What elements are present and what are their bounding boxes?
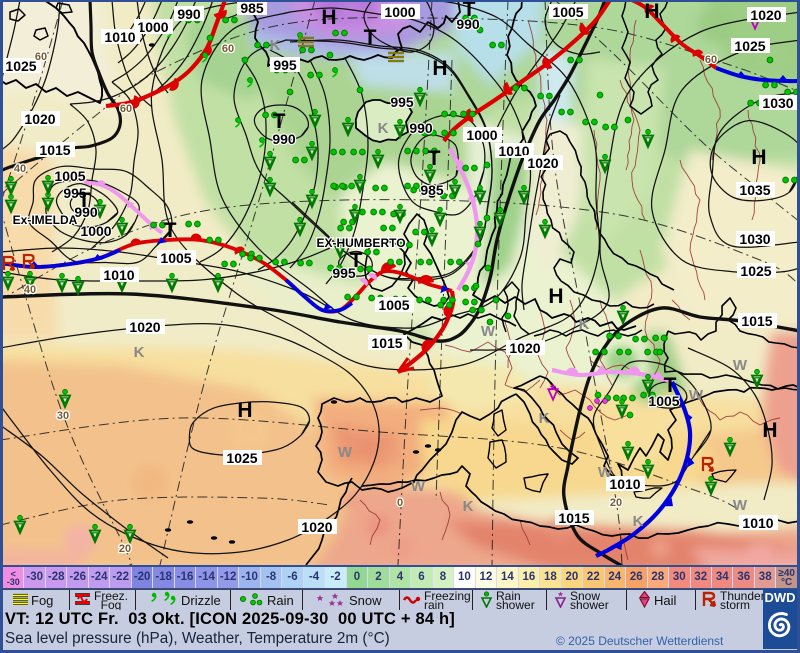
svg-text:1020: 1020 <box>509 340 540 356</box>
svg-text:1020: 1020 <box>750 7 781 23</box>
svg-text:1030: 1030 <box>739 231 770 247</box>
svg-text:H: H <box>548 285 563 308</box>
svg-text:T: T <box>78 189 91 212</box>
svg-text:T: T <box>273 110 286 133</box>
svg-text:1025: 1025 <box>734 38 765 54</box>
svg-text:1025: 1025 <box>5 58 36 74</box>
svg-text:0: 0 <box>397 497 403 509</box>
svg-text:1000: 1000 <box>137 19 168 35</box>
svg-text:60: 60 <box>705 54 717 66</box>
svg-text:990: 990 <box>272 131 296 147</box>
svg-text:K: K <box>463 498 474 515</box>
svg-text:T: T <box>364 26 377 49</box>
svg-text:40: 40 <box>24 284 36 296</box>
svg-text:1020: 1020 <box>527 155 558 171</box>
svg-text:H: H <box>237 399 252 422</box>
svg-text:1005: 1005 <box>160 250 191 266</box>
svg-text:1035: 1035 <box>739 182 770 198</box>
svg-text:T: T <box>164 219 177 242</box>
svg-text:1015: 1015 <box>371 335 402 351</box>
svg-text:1005: 1005 <box>378 297 409 313</box>
svg-text:W: W <box>411 478 426 495</box>
svg-text:K: K <box>134 344 145 361</box>
svg-text:990: 990 <box>177 6 201 22</box>
svg-text:30: 30 <box>57 410 69 422</box>
svg-text:1020: 1020 <box>301 519 332 535</box>
svg-text:995: 995 <box>390 94 414 110</box>
svg-text:990: 990 <box>74 204 98 220</box>
svg-text:1010: 1010 <box>498 143 529 159</box>
svg-text:1015: 1015 <box>39 142 70 158</box>
svg-text:W: W <box>733 357 748 374</box>
svg-text:H: H <box>762 419 777 442</box>
svg-text:1020: 1020 <box>24 111 55 127</box>
svg-text:H: H <box>432 57 447 80</box>
svg-text:W: W <box>481 323 496 340</box>
svg-text:1000: 1000 <box>384 4 415 20</box>
svg-text:20: 20 <box>119 543 131 555</box>
svg-text:985: 985 <box>420 182 444 198</box>
svg-text:W: W <box>598 464 613 481</box>
svg-text:1030: 1030 <box>762 95 793 111</box>
svg-text:EX-HUMBERTO: EX-HUMBERTO <box>316 236 405 250</box>
svg-text:1010: 1010 <box>742 515 773 531</box>
svg-text:K: K <box>539 410 550 427</box>
svg-text:1010: 1010 <box>104 29 135 45</box>
svg-text:1015: 1015 <box>558 510 589 526</box>
svg-text:60: 60 <box>222 43 234 55</box>
svg-text:T: T <box>428 147 441 170</box>
svg-text:Ex-IMELDA: Ex-IMELDA <box>13 213 78 227</box>
svg-text:985: 985 <box>240 2 264 16</box>
svg-text:1005: 1005 <box>552 4 583 20</box>
svg-text:1005: 1005 <box>54 168 85 184</box>
svg-text:1025: 1025 <box>740 263 771 279</box>
svg-text:T: T <box>463 2 476 21</box>
svg-text:1025: 1025 <box>226 450 257 466</box>
svg-text:40: 40 <box>14 163 26 175</box>
svg-text:995: 995 <box>332 265 356 281</box>
svg-text:H: H <box>644 2 659 23</box>
svg-text:1010: 1010 <box>609 476 640 492</box>
svg-text:1000: 1000 <box>466 127 497 143</box>
svg-text:995: 995 <box>63 185 87 201</box>
svg-text:H: H <box>751 146 766 169</box>
svg-text:20: 20 <box>610 497 622 509</box>
svg-text:60: 60 <box>35 51 47 63</box>
svg-text:60: 60 <box>120 103 132 115</box>
svg-text:1015: 1015 <box>741 313 772 329</box>
svg-text:1010: 1010 <box>103 267 134 283</box>
svg-text:W: W <box>689 387 704 404</box>
svg-text:T: T <box>664 374 677 397</box>
svg-text:1000: 1000 <box>80 223 111 239</box>
svg-text:K: K <box>579 316 590 333</box>
svg-text:K: K <box>633 513 644 530</box>
svg-text:W: W <box>338 444 353 461</box>
svg-text:K: K <box>270 37 281 54</box>
svg-text:1005: 1005 <box>648 393 679 409</box>
svg-text:995: 995 <box>273 57 297 73</box>
svg-text:K: K <box>378 120 389 137</box>
svg-text:W: W <box>733 497 748 514</box>
svg-text:H: H <box>321 6 336 29</box>
svg-text:1020: 1020 <box>129 319 160 335</box>
svg-text:990: 990 <box>409 120 433 136</box>
svg-text:990: 990 <box>456 16 480 32</box>
svg-text:T: T <box>350 249 363 272</box>
